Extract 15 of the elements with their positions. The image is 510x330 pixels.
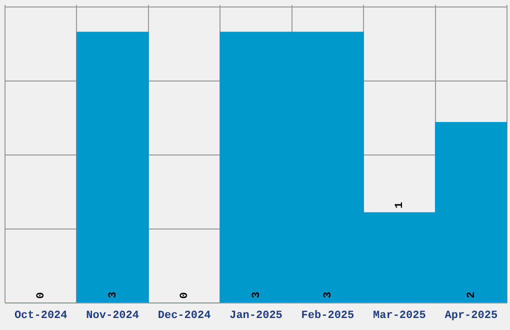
x-tick-label: Apr-2025	[444, 310, 498, 322]
data-label: 0	[179, 292, 192, 299]
x-tick-label: Feb-2025	[301, 310, 355, 322]
x-tick-label: Mar-2025	[373, 310, 426, 322]
data-label: 2	[466, 292, 478, 298]
data-label: 0	[36, 292, 48, 299]
data-label: 3	[322, 291, 334, 298]
x-tick-label: Oct-2024	[14, 310, 68, 322]
data-label: 3	[250, 291, 263, 298]
x-tick-label: Dec-2024	[158, 310, 212, 322]
x-tick-label: Nov-2024	[86, 310, 140, 322]
data-label: 3	[107, 291, 120, 298]
bar	[76, 32, 149, 303]
x-tick-label: Jan-2025	[230, 310, 283, 322]
data-label: 1	[394, 202, 406, 209]
